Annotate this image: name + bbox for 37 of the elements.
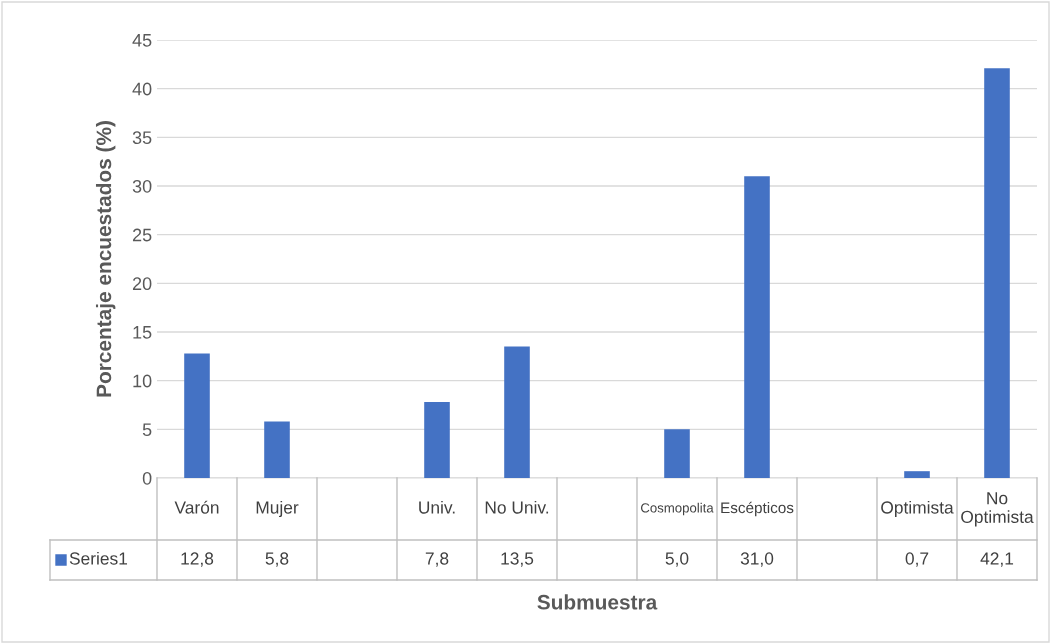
y-axis-title: Porcentaje encuestados (%) [95, 121, 116, 397]
y-tick-label: 0 [142, 471, 152, 485]
y-tick-label: 35 [132, 131, 152, 145]
x-tick-label: No Optimista [961, 492, 1034, 527]
data-label: 0,7 [905, 552, 929, 567]
data-label: 13,5 [501, 552, 534, 567]
data-label: 5,0 [665, 552, 689, 567]
x-axis-title: Submuestra [537, 594, 658, 610]
x-tick-label: Cosmopolita [641, 502, 714, 516]
bar [184, 353, 210, 478]
legend-label: Series1 [69, 551, 128, 565]
bar [264, 421, 290, 478]
y-tick-label: 20 [132, 277, 152, 291]
bar [744, 176, 770, 478]
bar [984, 68, 1010, 478]
y-tick-label: 15 [133, 326, 152, 339]
x-tick-label: Univ. [419, 500, 455, 514]
x-tick-label: Optimista [881, 500, 954, 518]
x-tick-label: Escépticos [721, 501, 794, 517]
y-tick-label: 45 [132, 34, 152, 47]
data-label: 12,8 [181, 552, 214, 567]
y-tick-label: 30 [132, 179, 152, 193]
y-tick-label: 40 [132, 82, 152, 96]
x-tick-label: No Univ. [485, 500, 549, 514]
data-label: 5,8 [265, 552, 289, 567]
data-label: 42,1 [980, 552, 1014, 567]
data-label: 7,8 [425, 552, 449, 567]
y-tick-label: 5 [142, 423, 152, 437]
bar [664, 429, 690, 478]
x-tick-label: Varón [174, 500, 219, 514]
bar [904, 471, 930, 478]
data-label: 31,0 [740, 552, 774, 567]
bar [424, 402, 450, 478]
x-tick-label: Mujer [256, 500, 299, 518]
y-tick-label: 10 [133, 374, 152, 388]
bar [504, 346, 530, 478]
y-tick-label: 25 [132, 228, 152, 242]
